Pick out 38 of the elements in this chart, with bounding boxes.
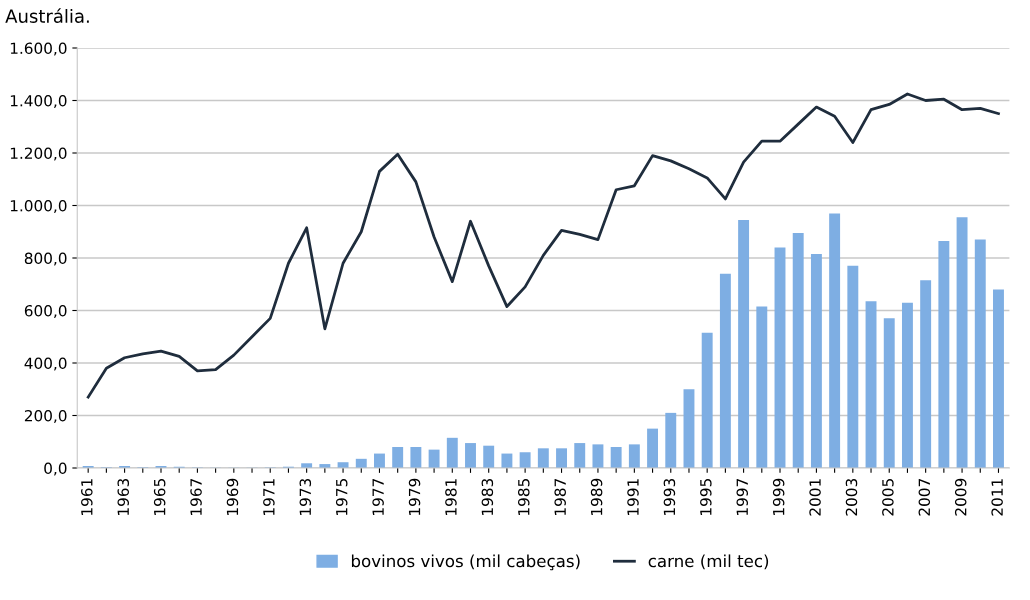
x-tick-label: 1999: [772, 478, 785, 515]
x-tick-label: 1995: [700, 479, 712, 515]
x-tick-label: 1967: [190, 479, 202, 515]
x-tick-label: 1963: [117, 478, 130, 515]
x-tick-label: 1973: [299, 478, 312, 515]
x-tick-label: 1991: [627, 479, 639, 515]
x-tick-label: 1997: [736, 479, 749, 515]
y-tick-label: 0,0: [44, 462, 67, 476]
x-tick-label: 1987: [554, 479, 566, 515]
x-tick-label: 1981: [445, 479, 457, 515]
x-tick-label: 1969: [226, 478, 239, 515]
chart-title: Austrália.: [5, 8, 89, 23]
y-tick-label: 1.600,0: [10, 42, 67, 56]
x-tick-label: 2001: [809, 479, 821, 516]
x-tick-label: 2007: [918, 479, 931, 516]
x-tick-label: 1985: [518, 479, 530, 515]
legend-label: carne (mil tec): [648, 554, 769, 570]
y-tick-label: 1.400,0: [10, 94, 67, 109]
y-tick-label: 800,0: [24, 252, 67, 266]
x-tick-label: 1979: [408, 478, 421, 515]
x-tick-label: 1975: [335, 479, 348, 515]
x-tick-label: 1965: [153, 479, 166, 515]
y-tick-label: 1.200,0: [10, 147, 67, 161]
x-tick-label: 2011: [991, 479, 1003, 516]
y-tick-label: 400,0: [24, 357, 67, 371]
y-tick-label: 1.000,0: [10, 199, 67, 214]
x-tick-label: 2005: [882, 479, 894, 516]
x-tick-label: 2003: [845, 478, 858, 516]
y-tick-label: 200,0: [24, 409, 67, 424]
x-tick-label: 1983: [481, 478, 494, 515]
x-tick-label: 1961: [81, 479, 93, 515]
x-tick-label: 1977: [372, 479, 384, 515]
x-tick-label: 2009: [954, 478, 967, 516]
y-tick-label: 600,0: [24, 304, 67, 319]
x-tick-label: 1993: [663, 478, 676, 515]
x-tick-label: 1989: [590, 478, 603, 515]
x-tick-label: 1971: [263, 479, 275, 515]
legend-label: bovinos vivos (mil cabeças): [351, 554, 580, 571]
